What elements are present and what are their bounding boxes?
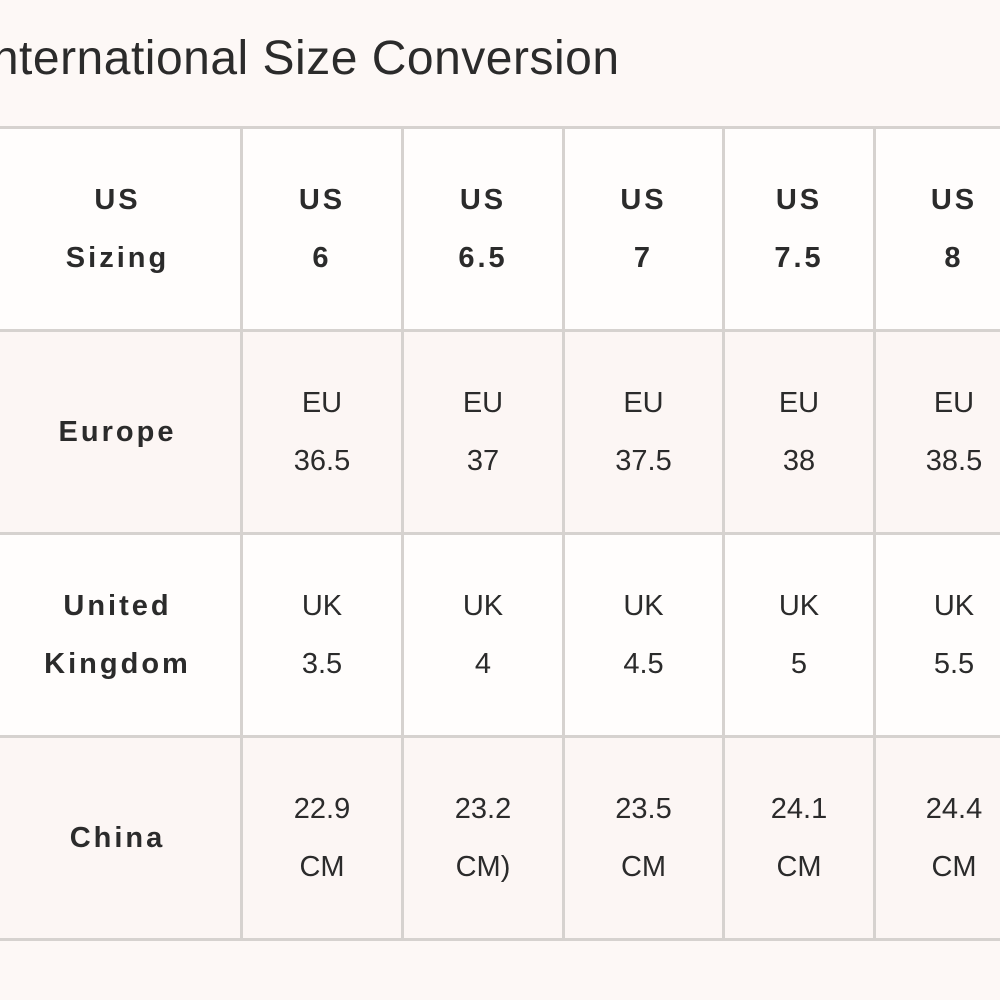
cell-line: CM xyxy=(620,851,667,883)
cell-line: UK xyxy=(778,590,820,622)
table-cell: 24.4 CM xyxy=(873,735,1000,941)
cell-line: US xyxy=(930,184,978,216)
cell-line: 4 xyxy=(474,648,492,680)
table-cell: US 6 xyxy=(240,126,404,332)
table-cell: EU 37 xyxy=(401,329,565,535)
cell-line: 6 xyxy=(312,242,332,274)
row-header-united-kingdom: United Kingdom xyxy=(0,532,243,738)
cell-line: UK xyxy=(301,590,343,622)
cell-line: UK xyxy=(933,590,975,622)
table-cell: US 7 xyxy=(562,126,725,332)
table-cell: UK 4.5 xyxy=(562,532,725,738)
cell-line: CM xyxy=(299,851,345,883)
cell-line: US xyxy=(775,184,823,216)
cell-line: US xyxy=(620,184,667,216)
row-header-line: Kingdom xyxy=(44,648,191,680)
table-cell: EU 38.5 xyxy=(873,329,1000,535)
cell-line: 38 xyxy=(782,445,816,477)
cell-line: EU xyxy=(933,387,975,419)
cell-line: 37 xyxy=(466,445,500,477)
cell-line: 4.5 xyxy=(623,648,664,680)
cell-line: US xyxy=(298,184,346,216)
cell-line: 22.9 xyxy=(293,793,351,825)
cell-line: 5.5 xyxy=(933,648,975,680)
row-header-europe: Europe xyxy=(0,329,243,535)
cell-line: UK xyxy=(462,590,504,622)
row-header-china: China xyxy=(0,735,243,941)
table-row-united-kingdom: United Kingdom UK 3.5 UK 4 UK 4.5 UK 5 xyxy=(0,532,1000,738)
cell-line: 37.5 xyxy=(615,445,672,477)
table-row-us-sizing: US Sizing US 6 US 6.5 US 7 US 7.5 xyxy=(0,126,1000,332)
table-row-china: China 22.9 CM 23.2 CM) 23.5 CM 24.1 CM xyxy=(0,735,1000,941)
table-cell: US 6.5 xyxy=(401,126,565,332)
cell-line: 23.5 xyxy=(615,793,672,825)
cell-line: CM xyxy=(776,851,822,883)
row-header-line: United xyxy=(63,590,172,622)
row-header-line: China xyxy=(69,822,166,854)
cell-line: CM) xyxy=(455,851,511,883)
cell-line: EU xyxy=(778,387,820,419)
cell-line: 7.5 xyxy=(774,242,824,274)
table-cell: US 7.5 xyxy=(722,126,876,332)
table-cell: 22.9 CM xyxy=(240,735,404,941)
row-header-us-sizing: US Sizing xyxy=(0,126,243,332)
cell-line: 38.5 xyxy=(925,445,983,477)
table-cell: EU 38 xyxy=(722,329,876,535)
cell-line: 5 xyxy=(790,648,808,680)
table-cell: 23.2 CM) xyxy=(401,735,565,941)
cell-line: US xyxy=(459,184,507,216)
table-cell: 23.5 CM xyxy=(562,735,725,941)
table-cell: UK 5.5 xyxy=(873,532,1000,738)
table-cell: EU 37.5 xyxy=(562,329,725,535)
table-cell: UK 5 xyxy=(722,532,876,738)
cell-line: EU xyxy=(623,387,664,419)
cell-line: 8 xyxy=(944,242,964,274)
row-header-line: US xyxy=(94,184,141,216)
table-cell: UK 3.5 xyxy=(240,532,404,738)
cell-line: EU xyxy=(301,387,343,419)
row-header-line: Sizing xyxy=(65,242,170,274)
cell-line: UK xyxy=(623,590,664,622)
table-row-europe: Europe EU 36.5 EU 37 EU 37.5 EU 38 xyxy=(0,329,1000,535)
cell-line: 7 xyxy=(633,242,654,274)
table-cell: 24.1 CM xyxy=(722,735,876,941)
page-title: International Size Conversion xyxy=(0,32,620,85)
cell-line: EU xyxy=(462,387,504,419)
row-header-line: Europe xyxy=(58,416,177,448)
cell-line: 36.5 xyxy=(293,445,351,477)
cell-line: 23.2 xyxy=(454,793,512,825)
table-cell: UK 4 xyxy=(401,532,565,738)
cell-line: 6.5 xyxy=(458,242,508,274)
cell-line: CM xyxy=(931,851,977,883)
cell-line: 24.4 xyxy=(925,793,983,825)
size-conversion-table: US Sizing US 6 US 6.5 US 7 US 7.5 xyxy=(0,126,1000,941)
table-cell: EU 36.5 xyxy=(240,329,404,535)
cell-line: 24.1 xyxy=(770,793,828,825)
table-cell: US 8 xyxy=(873,126,1000,332)
cell-line: 3.5 xyxy=(301,648,343,680)
